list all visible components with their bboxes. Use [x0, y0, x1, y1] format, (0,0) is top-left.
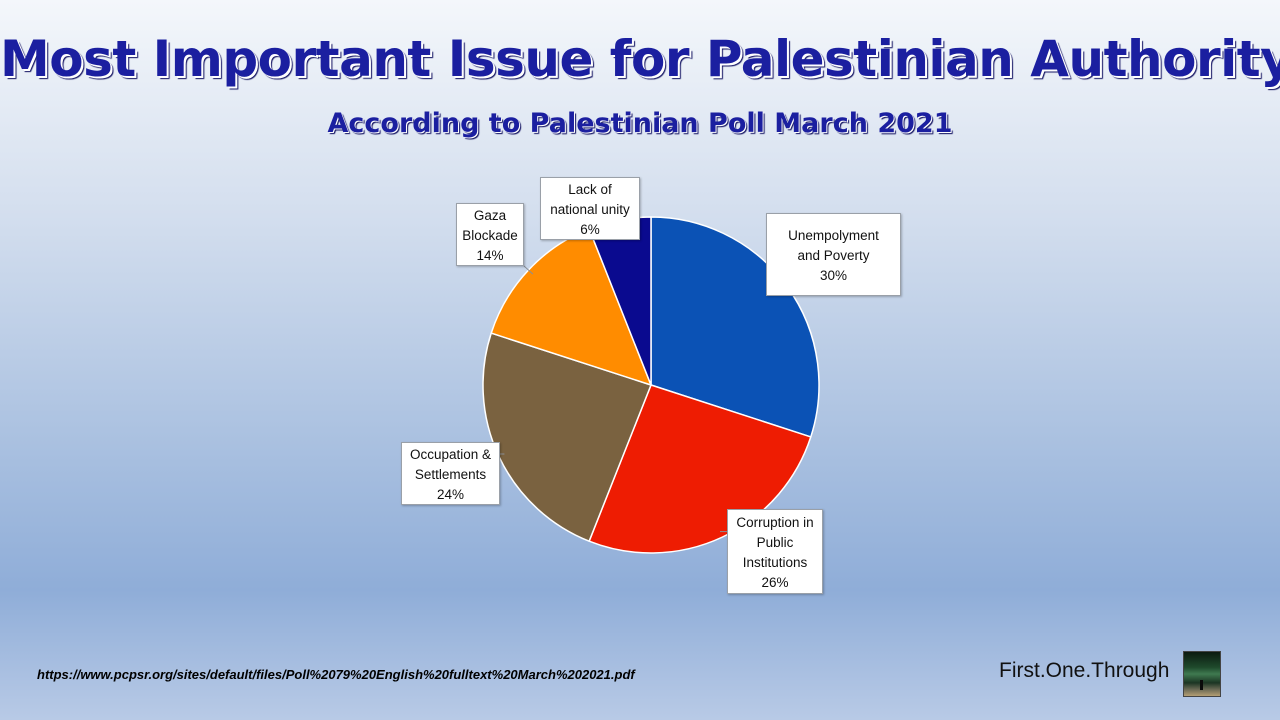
- data-label-unempolyment-and-poverty: Unempolyment and Poverty 30%: [766, 213, 901, 296]
- slide-title: Most Important Issue for Palestinian Aut…: [0, 30, 1280, 88]
- data-label-text: and Poverty: [797, 247, 870, 263]
- data-label-text: Public: [756, 534, 794, 550]
- data-label-value: 6%: [580, 222, 600, 237]
- data-label-text: Gaza: [473, 208, 507, 223]
- data-label-corruption-in-public-institutions: Corruption in Public Institutions 26%: [727, 509, 823, 594]
- data-label-value: 24%: [436, 487, 465, 502]
- data-label-gaza-blockade: Gaza Blockade 14%: [456, 203, 524, 266]
- data-label-value: 30%: [819, 267, 848, 283]
- data-label-text: Unempolyment: [788, 227, 879, 243]
- data-label-lack-of-national-unity: Lack of national unity 6%: [540, 177, 640, 240]
- label-leader-lines: [500, 265, 727, 533]
- data-label-occupation-settlements: Occupation & Settlements 24%: [401, 442, 500, 505]
- data-label-text: Blockade: [462, 228, 518, 243]
- beach-photo-icon: [1183, 651, 1221, 697]
- data-label-text: Institutions: [742, 554, 808, 570]
- data-label-value: 26%: [761, 574, 789, 590]
- source-link[interactable]: https://www.pcpsr.org/sites/default/file…: [37, 667, 635, 682]
- data-label-text: Lack of: [568, 182, 612, 197]
- data-label-text: Corruption in: [736, 514, 814, 530]
- data-label-text: Occupation &: [409, 447, 492, 462]
- brand-name: First.One.Through: [999, 659, 1170, 682]
- data-label-text: Settlements: [414, 467, 487, 482]
- leader-line: [523, 265, 534, 275]
- data-label-value: 14%: [476, 248, 504, 263]
- data-label-text: national unity: [550, 202, 630, 217]
- slide-subtitle: According to Palestinian Poll March 2021: [327, 108, 953, 139]
